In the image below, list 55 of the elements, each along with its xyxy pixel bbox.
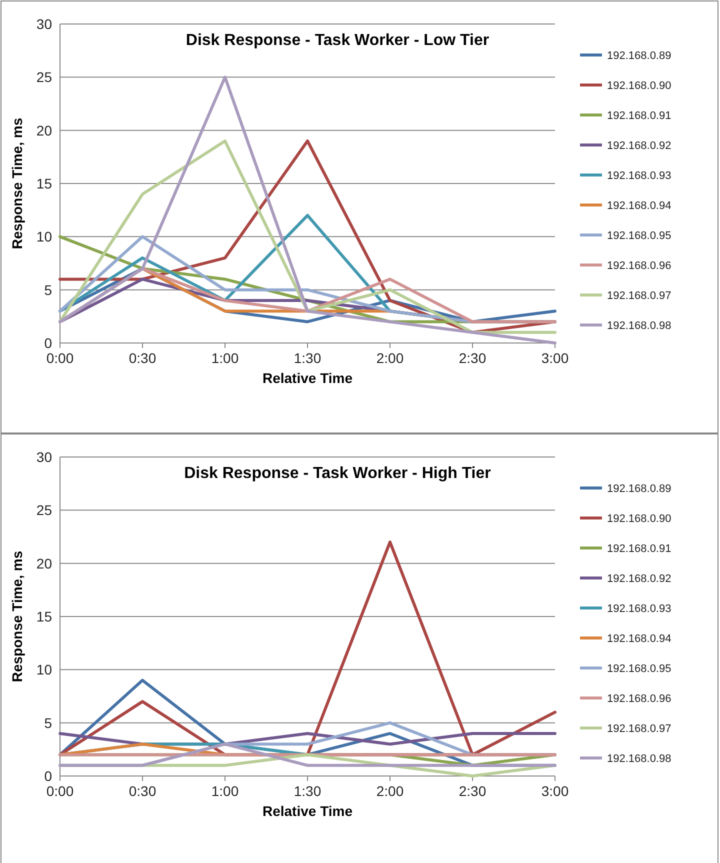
x-axis-title: Relative Time bbox=[262, 803, 353, 819]
legend-label: 192.168.0.93 bbox=[607, 603, 672, 615]
legend-label: 192.168.0.92 bbox=[607, 573, 672, 585]
legend-label: 192.168.0.91 bbox=[607, 110, 672, 122]
legend-label: 192.168.0.95 bbox=[607, 663, 672, 675]
x-tick-label: 3:00 bbox=[541, 350, 569, 366]
y-tick-label: 20 bbox=[36, 555, 52, 572]
x-tick-label: 2:00 bbox=[376, 783, 404, 799]
legend-label: 192.168.0.98 bbox=[607, 320, 672, 332]
text: Disk Response - Task Worker - Low Tier bbox=[186, 32, 490, 49]
x-tick-label: 3:00 bbox=[541, 783, 569, 799]
legend-label: 192.168.0.95 bbox=[607, 230, 672, 242]
y-tick-label: 10 bbox=[36, 228, 52, 245]
y-tick-label: 15 bbox=[36, 608, 52, 624]
y-axis-title: Response Time, ms bbox=[9, 118, 25, 250]
y-tick-label: 5 bbox=[44, 714, 52, 731]
legend-label: 192.168.0.98 bbox=[607, 753, 672, 765]
y-tick-label: 15 bbox=[36, 176, 52, 192]
y-tick-label: 20 bbox=[36, 122, 52, 138]
legend-label: 192.168.0.97 bbox=[607, 723, 672, 735]
x-tick-label: 1:00 bbox=[211, 350, 239, 366]
y-tick-label: 25 bbox=[36, 69, 52, 86]
y-tick-label: 30 bbox=[36, 449, 52, 465]
y-tick-label: 30 bbox=[36, 16, 52, 32]
x-tick-label: 0:30 bbox=[128, 783, 156, 799]
x-tick-label: 2:30 bbox=[458, 350, 486, 366]
legend-label: 192.168.0.90 bbox=[607, 80, 672, 92]
y-tick-label: 10 bbox=[36, 662, 52, 678]
y-tick-label: 5 bbox=[44, 282, 52, 298]
legend-label: 192.168.0.89 bbox=[607, 50, 672, 62]
legend-label: 192.168.0.94 bbox=[607, 633, 672, 645]
x-tick-label: 0:30 bbox=[128, 350, 156, 366]
legend-label: 192.168.0.92 bbox=[607, 140, 672, 152]
legend-label: 192.168.0.91 bbox=[607, 543, 672, 555]
y-tick-label: 0 bbox=[44, 768, 52, 784]
legend-label: 192.168.0.89 bbox=[607, 483, 672, 495]
x-tick-label: 0:00 bbox=[46, 783, 74, 799]
x-tick-label: 1:30 bbox=[294, 350, 322, 366]
y-tick-label: 0 bbox=[44, 335, 52, 351]
x-tick-label: 2:00 bbox=[376, 350, 404, 366]
text: Disk Response - Task Worker - High Tier bbox=[184, 465, 491, 482]
legend-label: 192.168.0.97 bbox=[607, 290, 672, 302]
x-tick-label: 0:00 bbox=[46, 350, 74, 366]
legend-label: 192.168.0.96 bbox=[607, 693, 672, 705]
line-series bbox=[58, 76, 556, 344]
legend-label: 192.168.0.90 bbox=[607, 513, 672, 525]
y-axis-title: Response Time, ms bbox=[9, 550, 25, 682]
x-tick-label: 1:30 bbox=[294, 783, 322, 799]
y-tick-label: 25 bbox=[36, 502, 52, 518]
x-tick-label: 2:30 bbox=[458, 783, 486, 799]
legend-label: 192.168.0.93 bbox=[607, 170, 672, 182]
x-tick-label: 1:00 bbox=[211, 783, 239, 799]
x-axis-title: Relative Time bbox=[262, 370, 353, 386]
legend-label: 192.168.0.94 bbox=[607, 200, 672, 212]
legend-label: 192.168.0.96 bbox=[607, 260, 672, 272]
